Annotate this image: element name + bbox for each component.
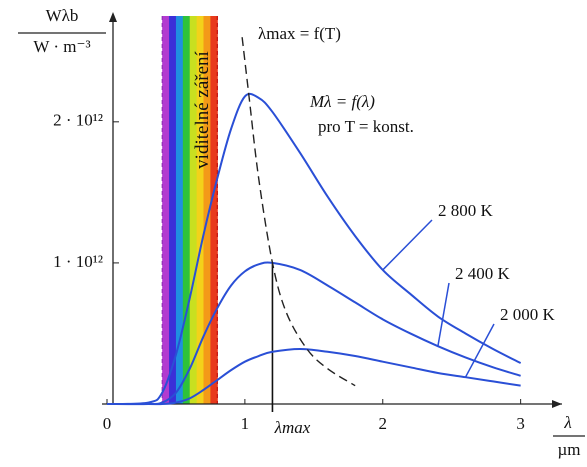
spectrum-stripe bbox=[210, 16, 218, 404]
leader-line bbox=[382, 219, 433, 271]
curve bbox=[106, 92, 522, 405]
curve bbox=[106, 347, 521, 406]
annotation: pro T = konst. bbox=[318, 117, 414, 136]
y-axis-label: Wλb bbox=[46, 6, 79, 25]
y-axis-unit: W · m⁻³ bbox=[33, 37, 90, 56]
curve bbox=[106, 261, 521, 406]
legend-label: 2 400 K bbox=[455, 264, 511, 283]
spectrum-stripe bbox=[169, 16, 177, 404]
spectrum-stripe bbox=[175, 16, 184, 404]
legend-label: 2 800 K bbox=[438, 201, 494, 220]
spectrum-stripe bbox=[203, 16, 211, 404]
spectrum-stripe bbox=[189, 16, 198, 404]
x-tick-label: 3 bbox=[516, 414, 525, 433]
spectrum-stripe bbox=[196, 16, 205, 404]
band-label: viditelné záření bbox=[192, 50, 213, 168]
y-tick-label: 1 · 10¹² bbox=[53, 252, 103, 271]
wien-label: λmax = f(T) bbox=[258, 24, 341, 43]
wien-curve bbox=[241, 37, 356, 387]
leader-line bbox=[464, 323, 495, 378]
lambda-max-label: λmax bbox=[274, 418, 311, 437]
legend-label: 2 000 K bbox=[500, 305, 556, 324]
x-tick-label: 2 bbox=[379, 414, 388, 433]
x-axis-arrow bbox=[552, 400, 562, 408]
y-axis-arrow bbox=[109, 12, 117, 22]
y-tick-label: 2 · 10¹² bbox=[53, 111, 103, 130]
annotation: Mλ = f(λ) bbox=[309, 92, 375, 111]
x-axis-label: λ bbox=[563, 413, 571, 432]
spectrum-stripe bbox=[162, 16, 170, 404]
spectrum-stripe bbox=[182, 16, 191, 404]
x-tick-label: 1 bbox=[241, 414, 250, 433]
x-axis-unit: µm bbox=[557, 440, 580, 459]
x-tick-label: 0 bbox=[103, 414, 112, 433]
leader-line bbox=[437, 282, 450, 347]
